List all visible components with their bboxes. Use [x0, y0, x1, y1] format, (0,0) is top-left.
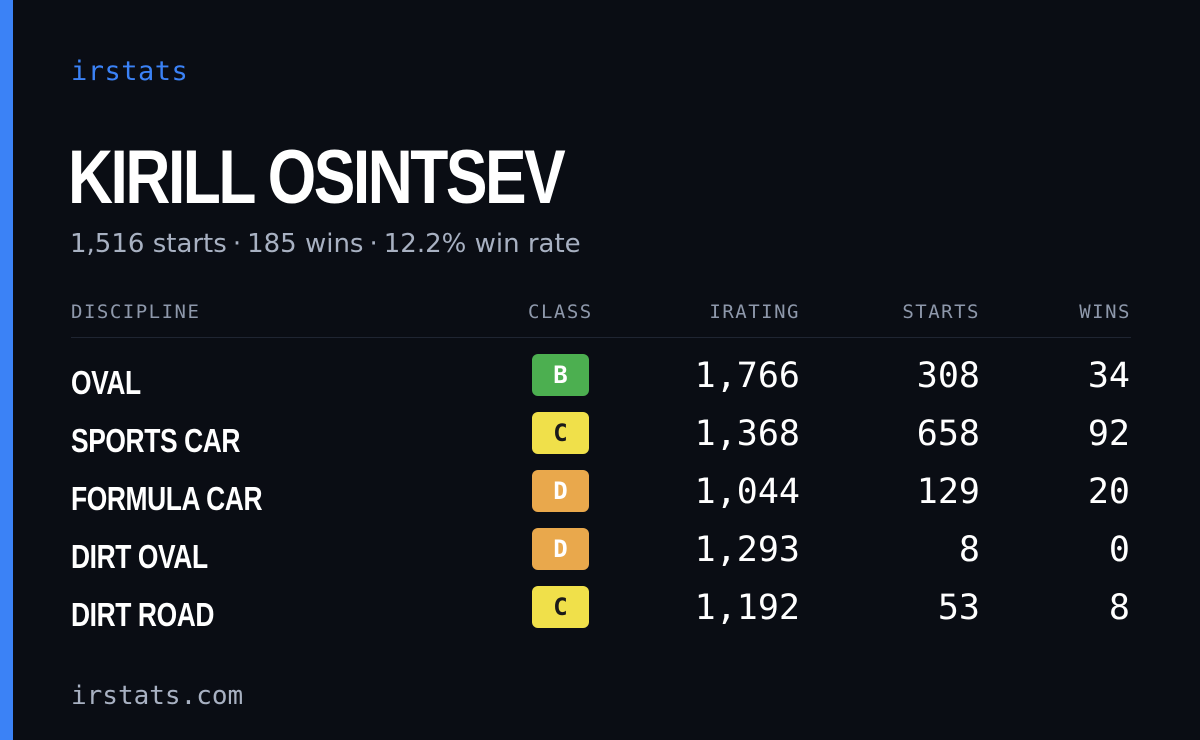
player-summary: 1,516 starts · 185 wins · 12.2% win rate — [70, 229, 581, 259]
irating-value: 1,293 — [694, 530, 800, 570]
discipline-name: FORMULA CAR — [71, 480, 263, 517]
discipline-name: SPORTS CAR — [71, 422, 241, 459]
wins-value: 34 — [1087, 356, 1130, 396]
table-row: FORMULA CAR D 1,044 129 20 — [71, 470, 1131, 528]
license-class-badge: C — [532, 412, 589, 454]
summary-separator: · — [369, 229, 378, 259]
table-row: OVAL B 1,766 308 34 — [71, 354, 1131, 412]
table-row: DIRT OVAL D 1,293 8 0 — [71, 528, 1131, 586]
irating-value: 1,044 — [694, 472, 800, 512]
starts-value: 658 — [916, 414, 980, 454]
footer-site-link[interactable]: irstats.com — [71, 681, 244, 711]
column-header-class: CLASS — [528, 301, 593, 323]
starts-value: 129 — [916, 472, 980, 512]
discipline-name: DIRT ROAD — [71, 596, 215, 633]
column-header-starts: STARTS — [902, 301, 980, 323]
table-row: SPORTS CAR C 1,368 658 92 — [71, 412, 1131, 470]
wins-value: 0 — [1108, 530, 1130, 570]
summary-separator: · — [232, 229, 242, 259]
wins-value: 20 — [1087, 472, 1130, 512]
brand-logo-text[interactable]: irstats — [71, 56, 189, 87]
starts-value: 8 — [958, 530, 980, 570]
column-header-irating: IRATING — [709, 301, 800, 323]
license-class-badge: D — [532, 528, 589, 570]
starts-value: 53 — [937, 588, 980, 628]
discipline-name: DIRT OVAL — [71, 538, 208, 575]
wins-value: 92 — [1087, 414, 1130, 454]
accent-bar — [0, 0, 13, 740]
irating-value: 1,766 — [694, 356, 800, 396]
discipline-name: OVAL — [71, 364, 141, 401]
summary-starts: 1,516 starts — [70, 229, 227, 259]
column-header-discipline: DISCIPLINE — [71, 301, 201, 323]
column-header-wins: WINS — [1079, 301, 1131, 323]
license-class-badge: C — [532, 586, 589, 628]
player-name: KIRILL OSINTSEV — [68, 135, 566, 220]
license-class-badge: B — [532, 354, 589, 396]
wins-value: 8 — [1108, 588, 1130, 628]
license-class-badge: D — [532, 470, 589, 512]
table-row: DIRT ROAD C 1,192 53 8 — [71, 586, 1131, 644]
starts-value: 308 — [916, 356, 980, 396]
stats-table-header: DISCIPLINE CLASS IRATING STARTS WINS — [71, 301, 1131, 338]
summary-win-rate: 12.2% win rate — [383, 229, 581, 259]
irating-value: 1,192 — [694, 588, 800, 628]
summary-wins: 185 wins — [247, 229, 364, 259]
irating-value: 1,368 — [694, 414, 800, 454]
